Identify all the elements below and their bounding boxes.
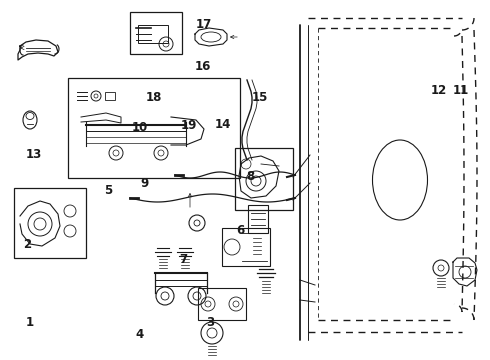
Text: 4: 4: [136, 328, 144, 341]
Text: 16: 16: [195, 60, 212, 73]
Bar: [14, 188, 86, 258]
Bar: [248, 205, 268, 233]
Text: 12: 12: [430, 84, 447, 96]
Text: 13: 13: [26, 148, 43, 161]
Bar: [105, 92, 115, 100]
Text: 7: 7: [180, 253, 188, 266]
Text: 10: 10: [131, 121, 148, 134]
Bar: [222, 228, 270, 266]
Text: 6: 6: [236, 224, 244, 237]
Text: 5: 5: [104, 184, 112, 197]
Bar: [130, 12, 182, 54]
Text: 9: 9: [141, 177, 148, 190]
Text: 11: 11: [452, 84, 469, 96]
Bar: [198, 288, 246, 320]
Bar: [138, 25, 168, 43]
Text: 17: 17: [195, 18, 212, 31]
Text: 14: 14: [215, 118, 231, 131]
Text: 19: 19: [180, 119, 197, 132]
Text: 8: 8: [246, 170, 254, 183]
Text: 2: 2: [23, 238, 31, 251]
Text: 3: 3: [207, 316, 215, 329]
Bar: [68, 78, 240, 178]
Bar: [235, 148, 293, 210]
Text: 15: 15: [251, 91, 268, 104]
Text: 1: 1: [25, 316, 33, 329]
Text: 18: 18: [146, 91, 163, 104]
